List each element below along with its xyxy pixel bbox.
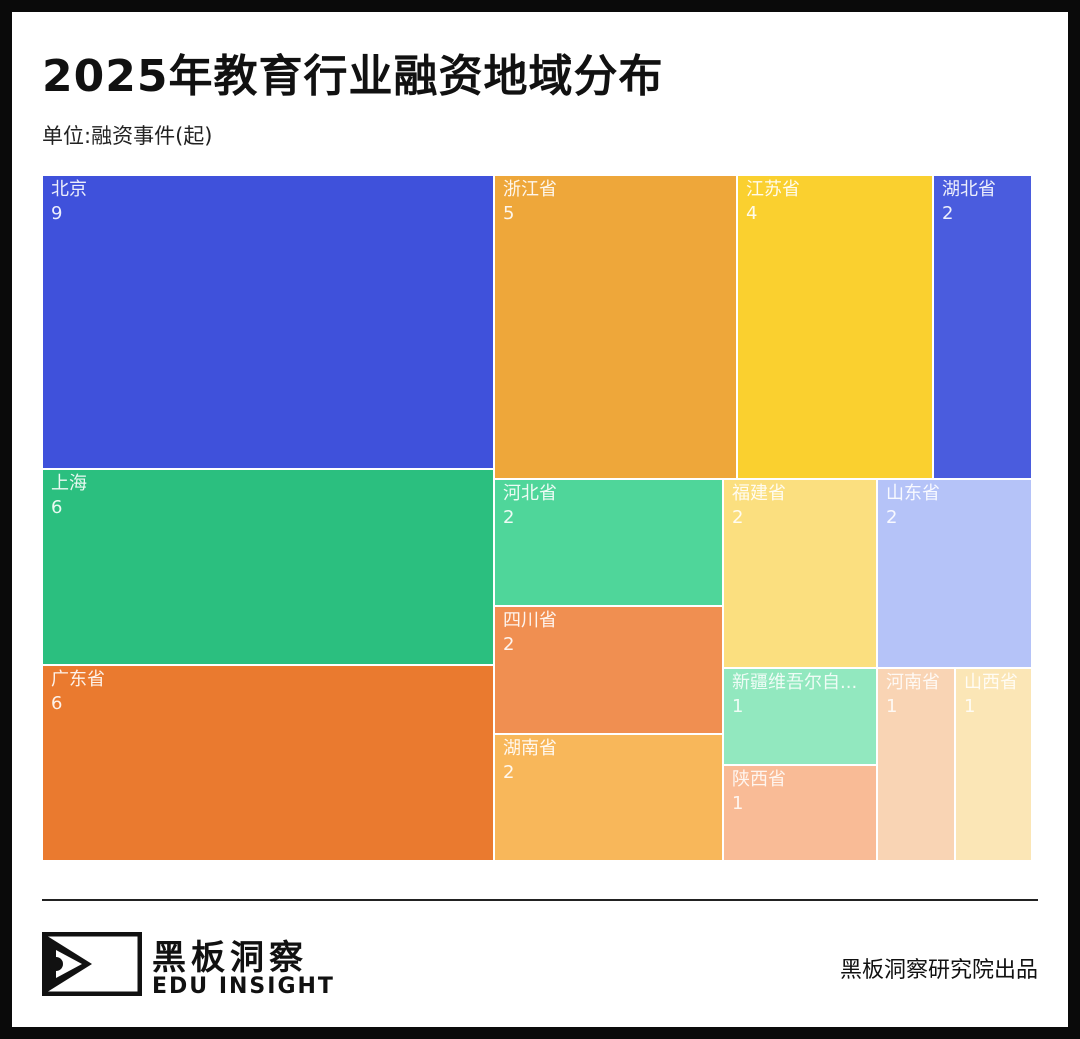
treemap-label: 福建省 [732, 483, 786, 504]
treemap-label: 湖北省 [942, 179, 996, 200]
treemap-cell-9: 湖南省 2 [494, 734, 723, 861]
publisher-credit: 黑板洞察研究院出品 [839, 958, 1038, 983]
treemap-value: 2 [886, 507, 898, 528]
chart-unit-label: 单位:融资事件(起) [42, 124, 213, 148]
treemap-cell-14: 河南省 1 [877, 668, 955, 861]
treemap-cell-8: 四川省 2 [494, 606, 723, 734]
treemap-label: 陕西省 [732, 769, 786, 790]
treemap-label: 新疆维吾尔自... [732, 672, 858, 693]
treemap-label: 浙江省 [503, 179, 557, 200]
treemap-label: 山西省 [964, 672, 1018, 693]
treemap-value: 1 [886, 696, 898, 717]
treemap-cell-10: 福建省 2 [723, 479, 877, 668]
treemap-value: 4 [746, 203, 758, 224]
treemap-cell-2: 上海 6 [42, 469, 494, 665]
treemap-cell-13: 陕西省 1 [723, 765, 877, 861]
treemap-value: 1 [732, 696, 744, 717]
treemap-value: 9 [51, 203, 63, 224]
treemap-label: 四川省 [503, 610, 557, 631]
treemap-value: 1 [964, 696, 976, 717]
treemap-cell-15: 山西省 1 [955, 668, 1032, 861]
treemap-label: 北京 [51, 179, 87, 200]
treemap-cell-3: 广东省 6 [42, 665, 494, 861]
treemap-cell-7: 河北省 2 [494, 479, 723, 606]
treemap-value: 2 [732, 507, 744, 528]
treemap-value: 1 [732, 793, 744, 814]
treemap-value: 2 [503, 507, 515, 528]
treemap-cell-12: 新疆维吾尔自... 1 [723, 668, 877, 765]
treemap-value: 5 [503, 203, 515, 224]
treemap-value: 6 [51, 497, 63, 518]
treemap-cell-4: 浙江省 5 [494, 175, 737, 479]
treemap-value: 2 [942, 203, 954, 224]
treemap-label: 江苏省 [746, 179, 800, 200]
chart-title: 2025年教育行业融资地域分布 [42, 51, 664, 102]
treemap-cell-6: 湖北省 2 [933, 175, 1032, 479]
treemap-label: 上海 [51, 473, 87, 494]
treemap-label: 广东省 [51, 669, 105, 690]
brand-name-cn: 黑板洞察 [152, 938, 308, 978]
treemap-label: 河北省 [503, 483, 557, 504]
treemap-value: 6 [51, 693, 63, 714]
treemap-label: 河南省 [886, 672, 940, 693]
treemap-cell-11: 山东省 2 [877, 479, 1032, 668]
treemap-cell-5: 江苏省 4 [737, 175, 933, 479]
treemap-value: 2 [503, 634, 515, 655]
treemap-label: 湖南省 [503, 738, 557, 759]
footer-divider [42, 899, 1038, 901]
treemap-label: 山东省 [886, 483, 940, 504]
treemap-value: 2 [503, 762, 515, 783]
treemap: 北京 9 上海 6 广东省 6 浙江省 5 江苏省 4 湖北省 2 河北省 2 四川省 2 湖南省 2 福建省 2 山东… [42, 175, 1032, 861]
edu-insight-logo-icon [42, 932, 142, 996]
chart-card: 2025年教育行业融资地域分布 单位:融资事件(起) 北京 9 上海 6 广东省 6 浙江省… [12, 12, 1068, 1027]
brand-name-en: EDU INSIGHT [152, 974, 335, 999]
treemap-cell-1: 北京 9 [42, 175, 494, 469]
